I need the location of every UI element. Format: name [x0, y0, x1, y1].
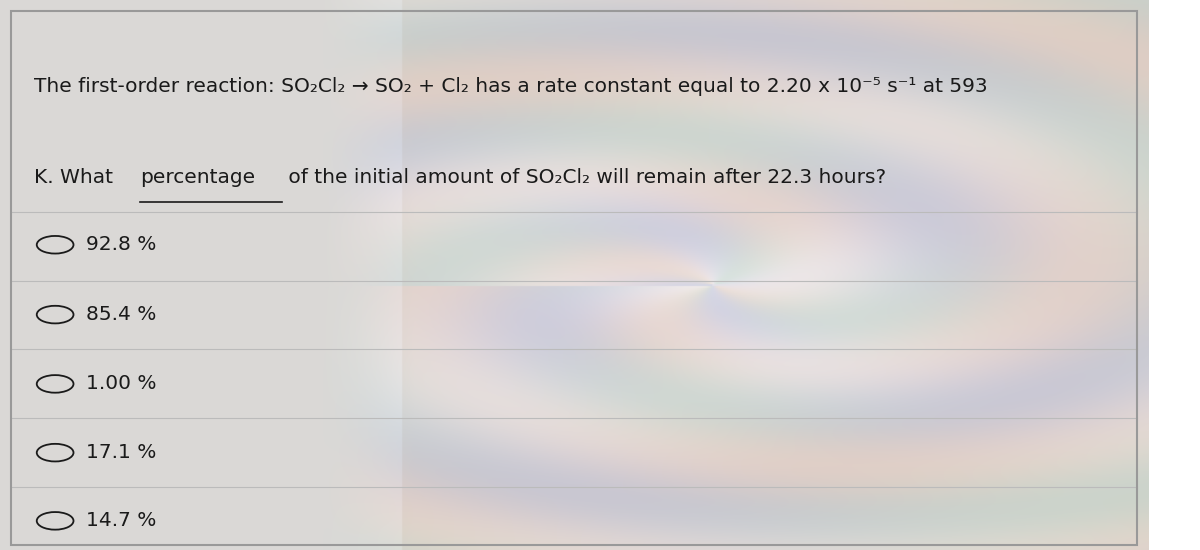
Text: 17.1 %: 17.1 %: [86, 443, 156, 462]
Text: 14.7 %: 14.7 %: [86, 512, 156, 530]
Text: percentage: percentage: [140, 168, 256, 187]
Text: 85.4 %: 85.4 %: [86, 305, 156, 324]
Text: of the initial amount of SO₂Cl₂ will remain after 22.3 hours?: of the initial amount of SO₂Cl₂ will rem…: [282, 168, 886, 187]
Text: 92.8 %: 92.8 %: [86, 235, 156, 254]
Text: K. What: K. What: [35, 168, 120, 187]
Text: The first-order reaction: SO₂Cl₂ → SO₂ + Cl₂ has a rate constant equal to 2.20 x: The first-order reaction: SO₂Cl₂ → SO₂ +…: [35, 77, 988, 96]
Text: 1.00 %: 1.00 %: [86, 375, 157, 393]
